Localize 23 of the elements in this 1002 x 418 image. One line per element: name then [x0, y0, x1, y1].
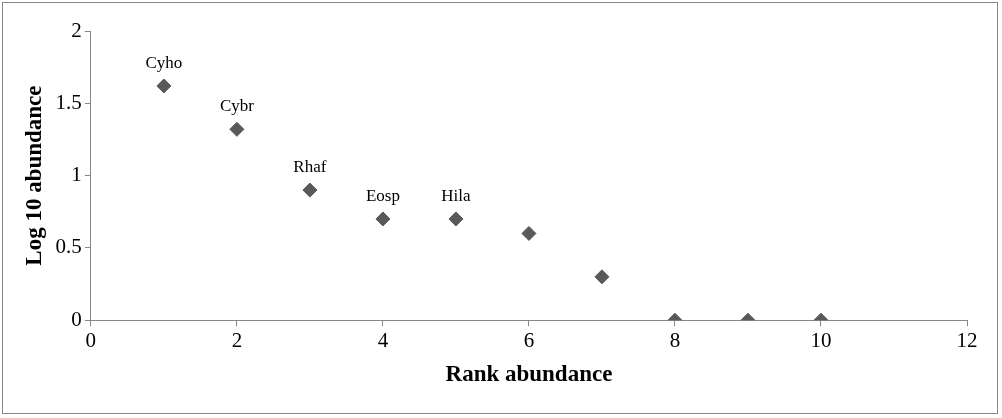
point	[229, 121, 245, 137]
y-axis-title: Log 10 abundance	[20, 85, 46, 266]
x-tick-label: 12	[956, 328, 978, 353]
x-tick-label: 10	[810, 328, 832, 353]
point	[302, 182, 318, 198]
y-tick-label: 1	[71, 162, 82, 187]
y-tick-label: 2	[71, 17, 82, 42]
point	[448, 211, 464, 227]
x-tick-label: 2	[231, 328, 243, 353]
x-axis-title: Rank abundance	[445, 361, 613, 387]
y-tick-label: 0.5	[55, 234, 82, 259]
annotation: Cybr	[219, 96, 255, 116]
point	[521, 225, 537, 241]
x-tick-label: 8	[669, 328, 681, 353]
x-tick-label: 6	[523, 328, 535, 353]
y-tick-label: 1.5	[55, 89, 82, 114]
annotation: Rhaf	[293, 157, 327, 177]
point	[375, 211, 391, 227]
x-tick-label: 4	[377, 328, 389, 353]
annotation: Cyho	[145, 52, 183, 72]
annotation: Eosp	[365, 185, 400, 205]
annotation: Hila	[441, 185, 471, 205]
y-tick-label: 0	[71, 306, 82, 331]
